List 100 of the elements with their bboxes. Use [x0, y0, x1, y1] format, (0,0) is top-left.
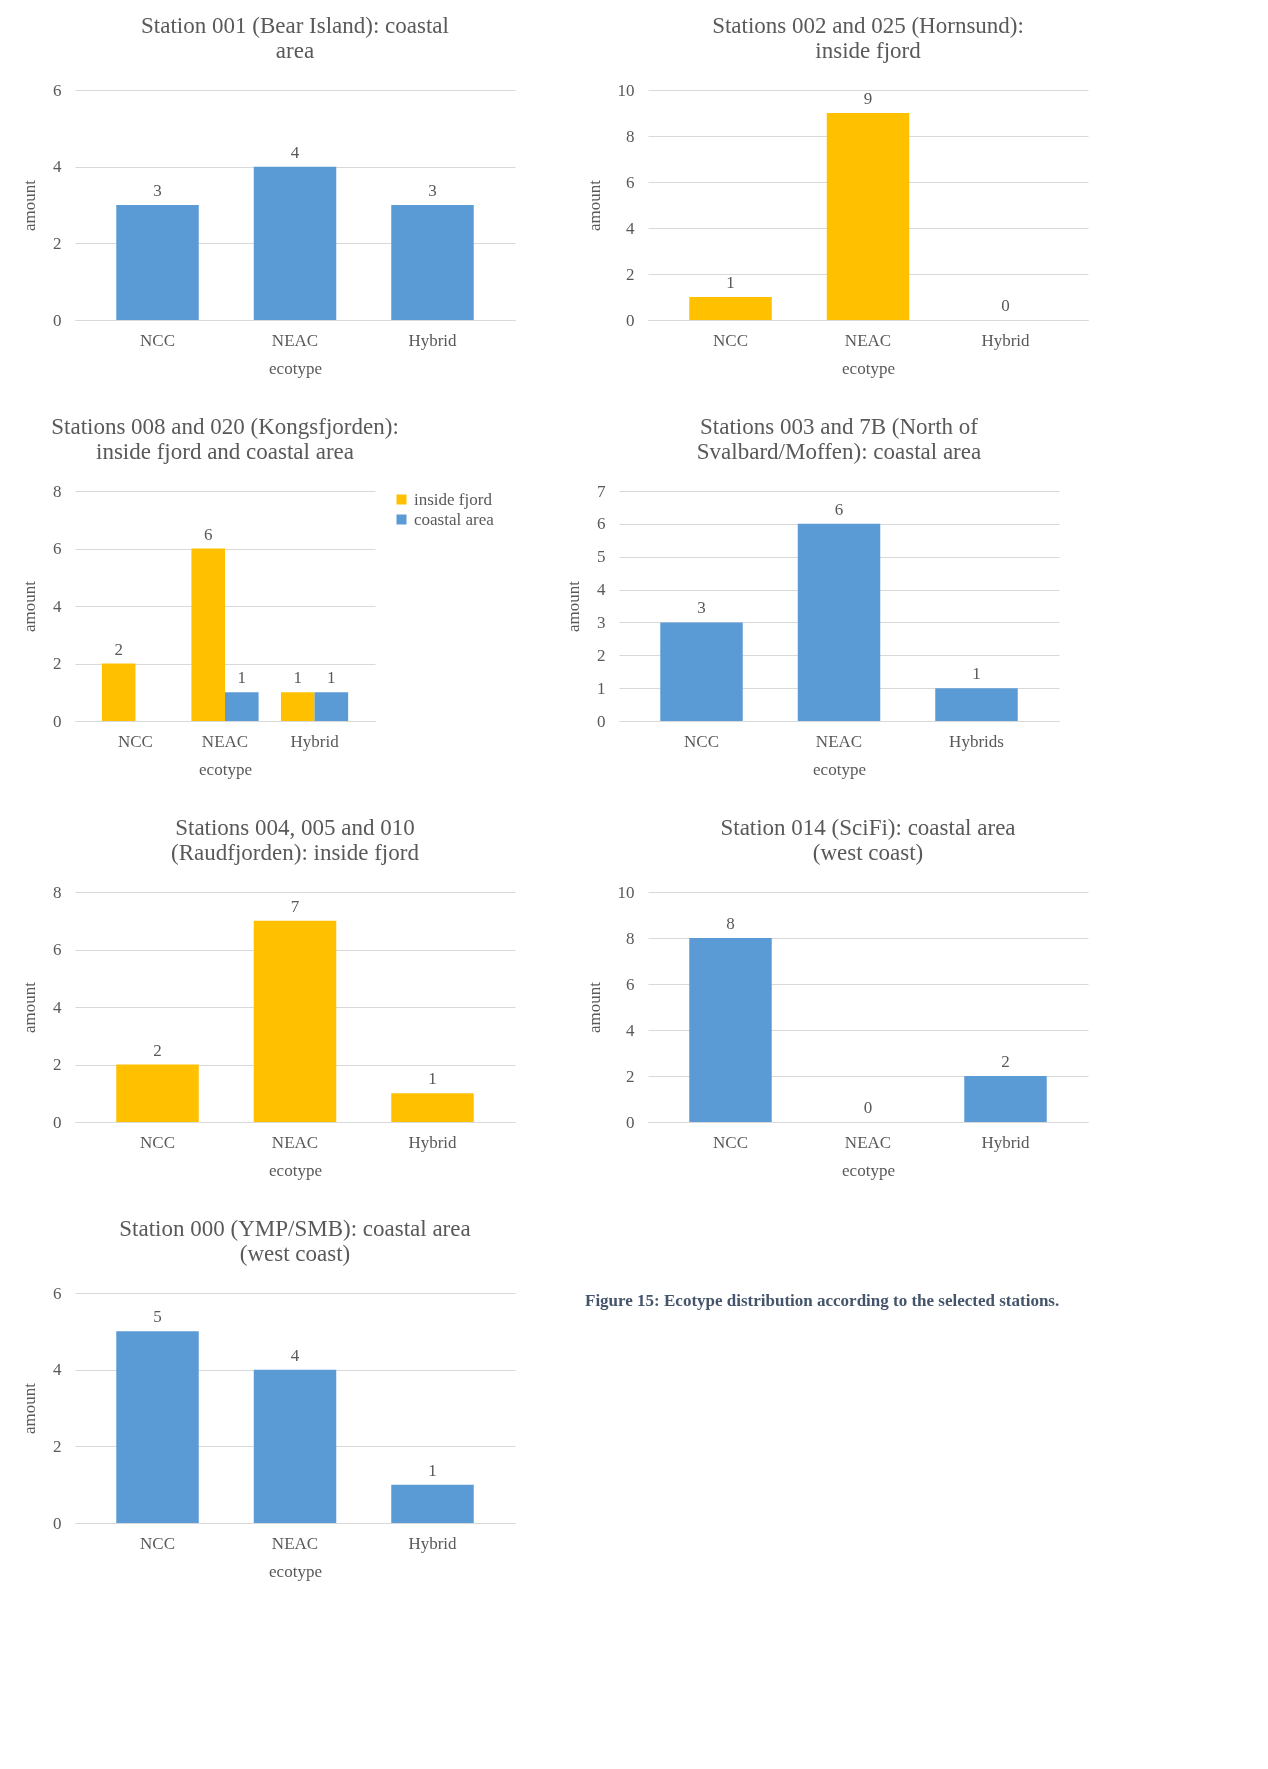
- x-axis-title: ecotype: [842, 1160, 895, 1180]
- x-tick-label: Hybrid: [290, 731, 340, 751]
- chart-title: Stations 003 and 7B (North of Svalbard/Moffen): coastal area: [696, 414, 982, 464]
- y-tick-label: 0: [626, 310, 635, 330]
- y-tick-label: 10: [617, 80, 635, 100]
- x-tick-label: Hybrids: [949, 731, 1004, 751]
- y-tick-label: 0: [626, 1112, 635, 1132]
- x-axis-title: ecotype: [842, 358, 895, 378]
- y-tick-label: 8: [53, 882, 62, 902]
- bar: [101, 663, 136, 721]
- data-label: 3: [428, 181, 437, 200]
- data-label: 8: [726, 914, 735, 933]
- data-label: 1: [237, 668, 247, 688]
- y-axis-title: amount: [584, 981, 604, 1033]
- y-tick-label: 4: [53, 157, 62, 177]
- y-tick-label: 6: [597, 514, 606, 534]
- bar: [935, 688, 1018, 721]
- y-axis-title: amount: [584, 179, 604, 231]
- data-label: 0: [863, 1098, 873, 1117]
- bar: [253, 1369, 337, 1523]
- y-tick-label: 2: [53, 1436, 62, 1456]
- y-axis-title: amount: [564, 580, 583, 632]
- y-tick-label: 5: [597, 547, 606, 567]
- bar: [191, 548, 225, 721]
- y-tick-label: 4: [53, 596, 62, 616]
- chart-title: Stations 004, 005 and 010 (Raudfjorden): inside fjord: [171, 815, 420, 865]
- data-label: 6: [834, 499, 844, 519]
- y-tick-label: 0: [53, 310, 62, 330]
- y-tick-label: 6: [53, 1283, 62, 1303]
- y-tick-label: 3: [597, 612, 606, 632]
- data-label: 1: [972, 664, 981, 684]
- data-label: 1: [428, 1460, 437, 1480]
- x-tick-label: Hybrid: [981, 330, 1031, 350]
- x-tick-label: NEAC: [271, 1533, 319, 1553]
- y-tick-label: 0: [53, 1112, 62, 1132]
- y-tick-label: 4: [53, 997, 62, 1017]
- y-tick-label: 8: [626, 126, 635, 146]
- x-tick-label: Hybrid: [408, 1132, 458, 1152]
- x-tick-label: Hybrid: [408, 330, 458, 350]
- x-tick-label: NCC: [684, 731, 719, 751]
- y-tick-label: 8: [626, 928, 635, 948]
- y-tick-label: 2: [626, 1066, 635, 1086]
- data-label: 4: [290, 1345, 300, 1365]
- x-axis-title: ecotype: [269, 358, 322, 378]
- chart-title: Stations 008 and 020 (Kongsfjorden): inside fjord and coastal area: [51, 414, 399, 464]
- bar: [253, 920, 337, 1122]
- caption: Figure 15: Ecotype distribution according to the selected stations.: [585, 1291, 1060, 1310]
- data-label: 1: [293, 668, 303, 688]
- x-axis-title: ecotype: [813, 759, 866, 779]
- bar: [391, 1484, 474, 1523]
- bar: [391, 1093, 474, 1122]
- bar: [116, 1064, 199, 1122]
- x-tick-label: NCC: [140, 330, 175, 350]
- bar: [280, 692, 315, 721]
- y-tick-label: 0: [597, 711, 606, 731]
- y-tick-label: 10: [617, 882, 635, 902]
- y-tick-label: 6: [626, 172, 635, 192]
- x-axis-title: ecotype: [269, 1561, 322, 1581]
- data-label: 1: [428, 1069, 437, 1089]
- data-label: 7: [290, 896, 300, 916]
- x-tick-label: NCC: [713, 330, 748, 350]
- data-label: 2: [153, 1040, 162, 1060]
- chart-title: Stations 002 and 025 (Hornsund): inside fjord: [712, 13, 1024, 63]
- x-tick-label: Hybrid: [408, 1533, 458, 1553]
- y-tick-label: 4: [626, 1020, 635, 1040]
- x-tick-label: NCC: [140, 1533, 175, 1553]
- x-tick-label: NEAC: [271, 330, 319, 350]
- x-axis-title: ecotype: [269, 1160, 322, 1180]
- chart-title: Station 014 (SciFi): coastal area (west coast): [720, 815, 1016, 865]
- x-tick-label: NCC: [117, 731, 153, 751]
- bar: [797, 523, 881, 721]
- y-tick-label: 2: [597, 645, 606, 665]
- legend-label: coastal area: [414, 509, 495, 529]
- legend-label: inside fjord: [414, 489, 493, 509]
- data-label: 3: [697, 598, 706, 618]
- y-tick-label: 2: [626, 264, 635, 284]
- x-tick-label: NEAC: [844, 1132, 892, 1152]
- y-tick-label: 2: [53, 654, 62, 673]
- data-label: 2: [114, 639, 123, 659]
- y-tick-label: 0: [53, 1513, 62, 1533]
- data-label: 1: [726, 273, 735, 292]
- y-axis-title: amount: [20, 580, 39, 632]
- x-axis-title: ecotype: [199, 759, 252, 779]
- y-tick-label: 6: [626, 974, 635, 994]
- data-label: 2: [1001, 1052, 1010, 1071]
- y-tick-label: 4: [53, 1360, 62, 1380]
- y-tick-label: 2: [53, 1055, 62, 1074]
- data-label: 4: [290, 142, 300, 162]
- y-tick-label: 6: [53, 80, 62, 100]
- x-tick-label: NCC: [140, 1132, 175, 1152]
- x-tick-label: Hybrid: [981, 1132, 1031, 1152]
- data-label: 0: [1001, 296, 1010, 315]
- bar: [116, 1331, 199, 1523]
- y-tick-label: 6: [53, 940, 62, 959]
- x-tick-label: NEAC: [815, 731, 863, 751]
- x-tick-label: NEAC: [271, 1132, 319, 1152]
- y-tick-label: 7: [597, 481, 606, 501]
- y-tick-label: 2: [53, 233, 62, 253]
- y-axis-title: amount: [20, 1382, 39, 1434]
- y-tick-label: 6: [53, 539, 62, 558]
